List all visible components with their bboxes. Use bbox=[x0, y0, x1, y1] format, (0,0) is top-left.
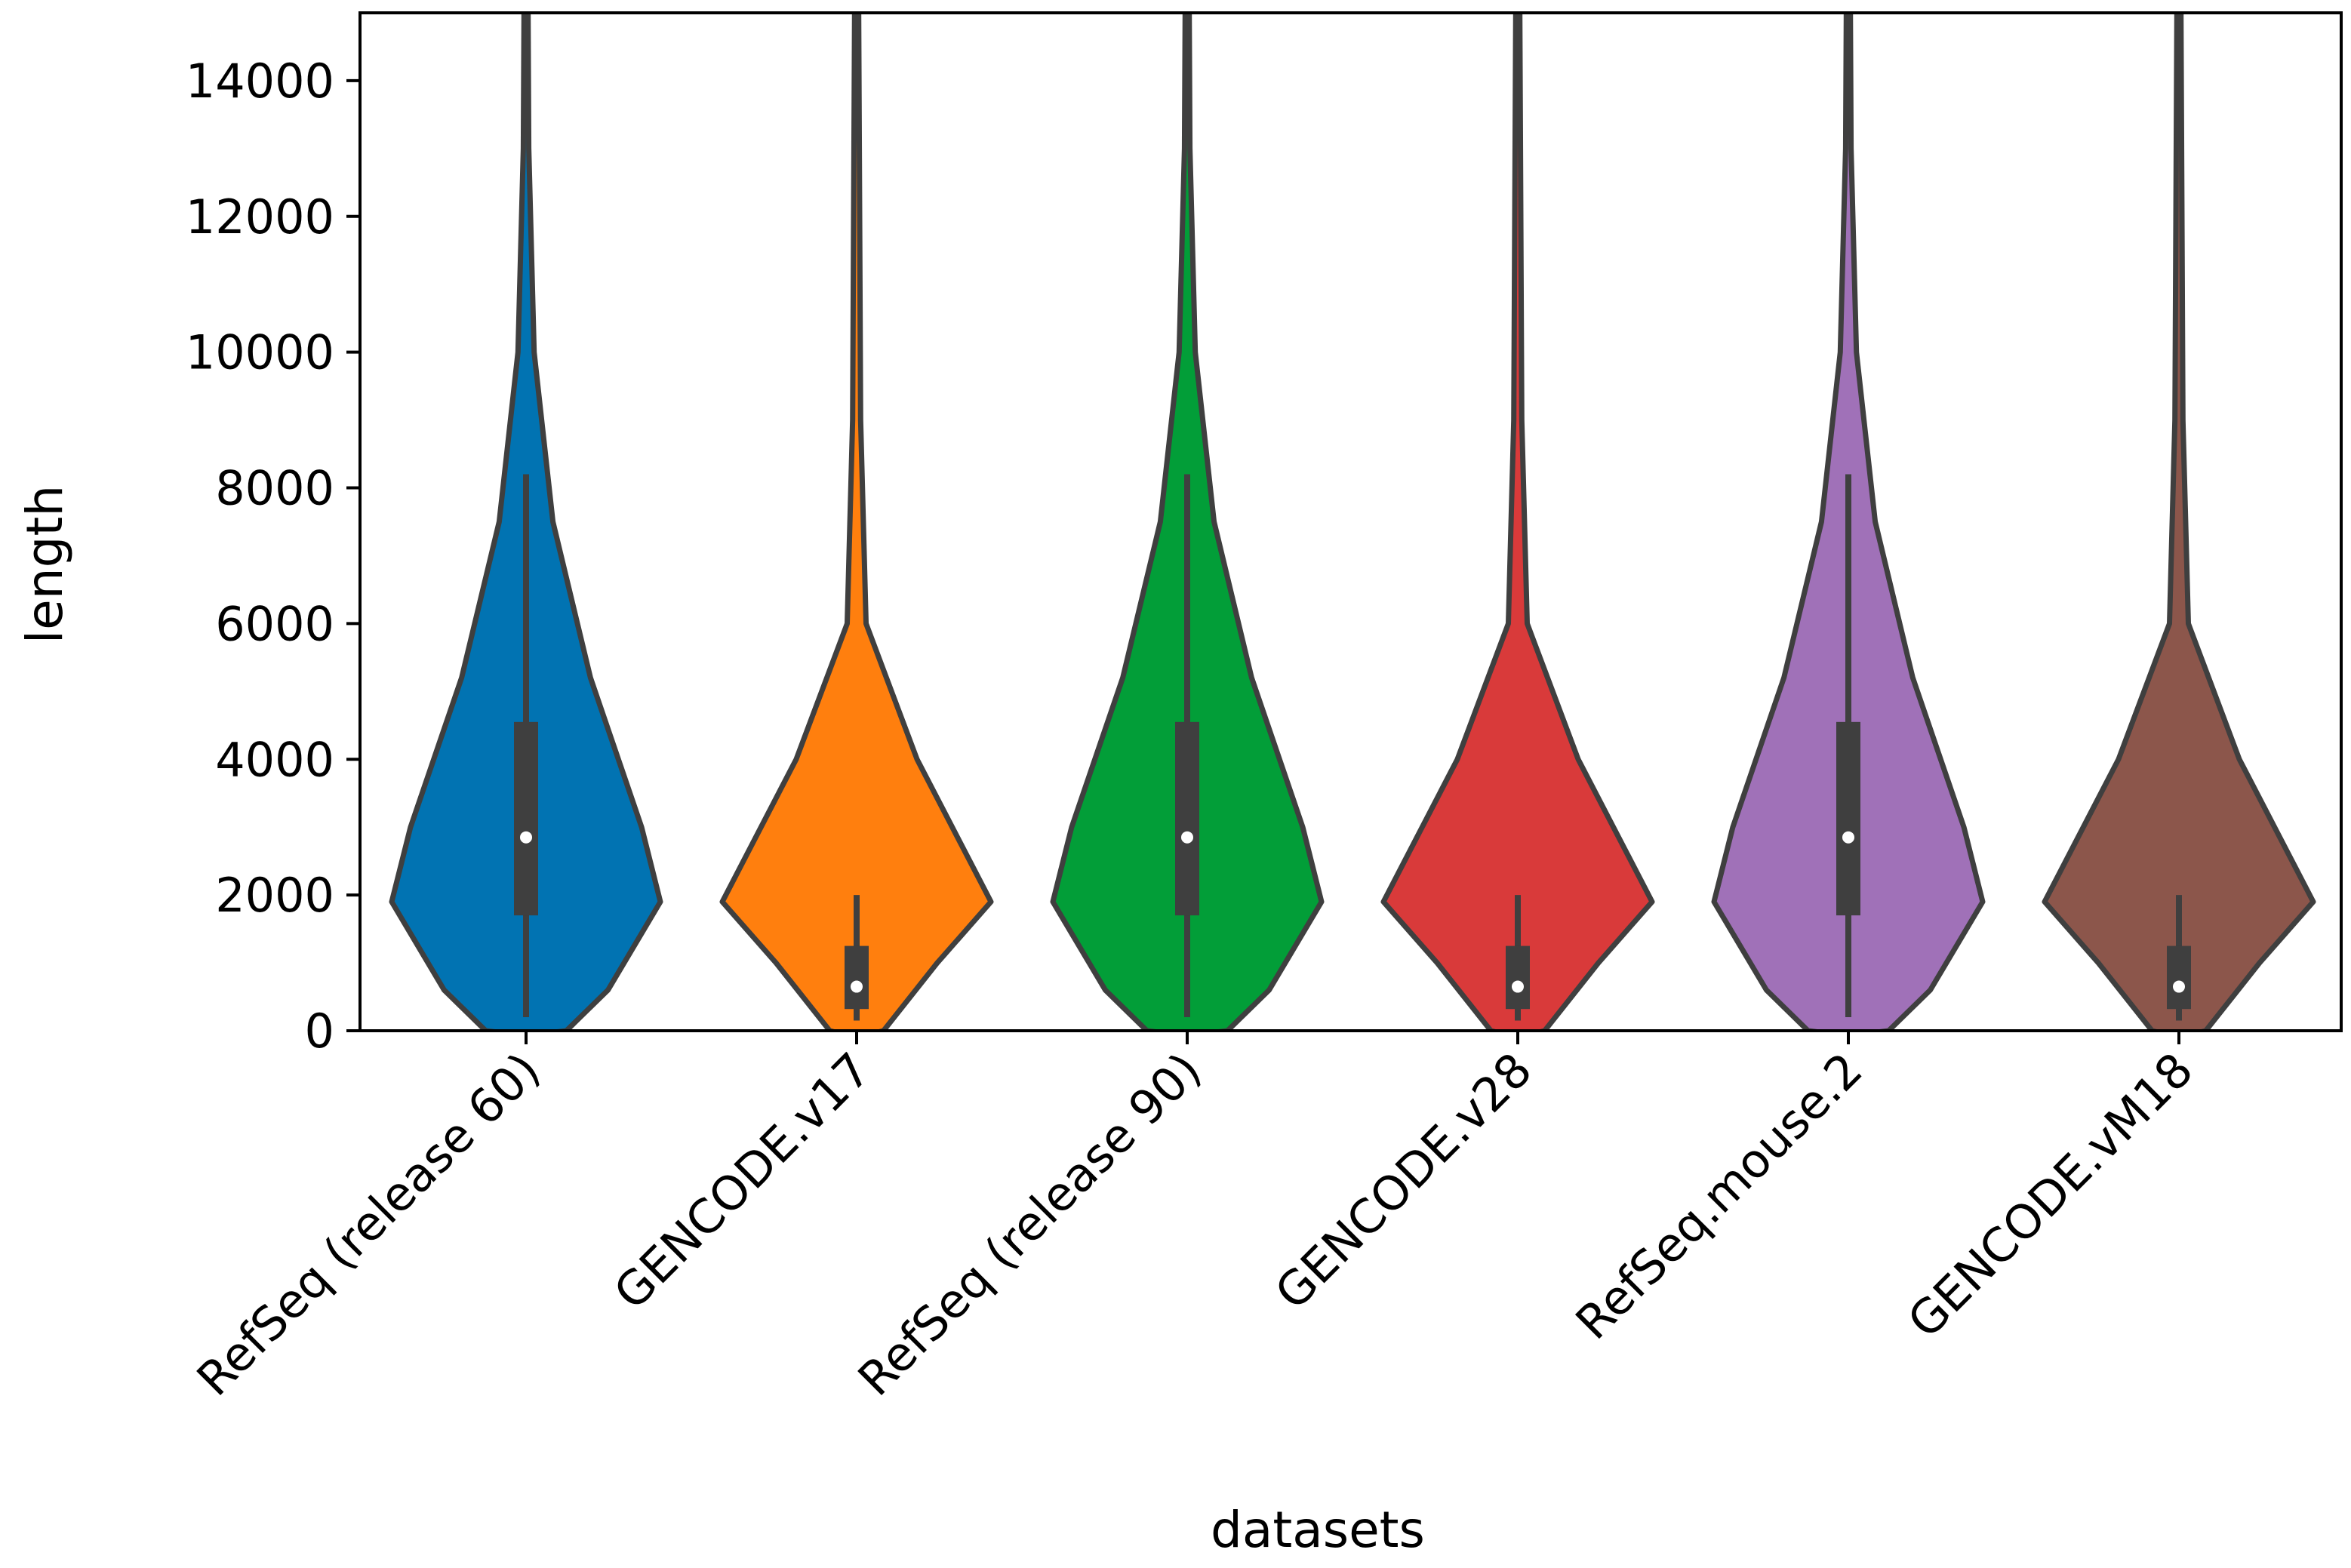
violin-iqr-box bbox=[514, 721, 538, 916]
violin-iqr-box bbox=[845, 945, 869, 1010]
x-tick-label: RefSeq.mouse.2 bbox=[1565, 1042, 1873, 1350]
violin-iqr-box bbox=[2167, 945, 2191, 1010]
violin-body bbox=[1380, 13, 1655, 1031]
plot-frame bbox=[358, 11, 2343, 1032]
violin-median-dot bbox=[2173, 980, 2185, 993]
y-tick-label: 2000 bbox=[215, 868, 334, 923]
violin-body bbox=[719, 13, 994, 1031]
y-axis-label: length bbox=[16, 485, 74, 644]
violin-group bbox=[2042, 13, 2316, 1031]
x-tick-label: RefSeq (release 60) bbox=[186, 1042, 551, 1407]
violin-group bbox=[1711, 13, 1986, 1031]
y-tick-label: 6000 bbox=[215, 596, 334, 651]
y-tick-label: 8000 bbox=[215, 461, 334, 516]
x-tick-label: GENCODE.v28 bbox=[1264, 1042, 1542, 1320]
violin-group bbox=[1050, 13, 1325, 1031]
violin-median-dot bbox=[851, 980, 863, 993]
violin-body bbox=[2042, 13, 2316, 1031]
x-tick-label: GENCODE.vM18 bbox=[1897, 1042, 2203, 1348]
violin-iqr-box bbox=[1175, 721, 1199, 916]
y-tick-label: 12000 bbox=[186, 189, 334, 244]
x-tick-label: RefSeq (release 90) bbox=[848, 1042, 1212, 1407]
violin-median-dot bbox=[1512, 980, 1524, 993]
y-tick-label: 14000 bbox=[186, 54, 334, 109]
x-axis-label: datasets bbox=[1211, 1501, 1425, 1559]
violin-group bbox=[719, 13, 994, 1031]
violin-iqr-box bbox=[1836, 721, 1860, 916]
violin-iqr-box bbox=[1506, 945, 1530, 1010]
y-tick-label: 10000 bbox=[186, 325, 334, 380]
violin-group bbox=[389, 13, 663, 1031]
violins-layer bbox=[389, 13, 2316, 1031]
y-tick-label: 4000 bbox=[215, 732, 334, 787]
y-tick-label: 0 bbox=[305, 1004, 334, 1059]
violin-median-dot bbox=[520, 831, 532, 844]
violin-group bbox=[1380, 13, 1655, 1031]
violin-median-dot bbox=[1842, 831, 1854, 844]
x-tick-label: GENCODE.v17 bbox=[603, 1042, 881, 1320]
violin-median-dot bbox=[1181, 831, 1193, 844]
